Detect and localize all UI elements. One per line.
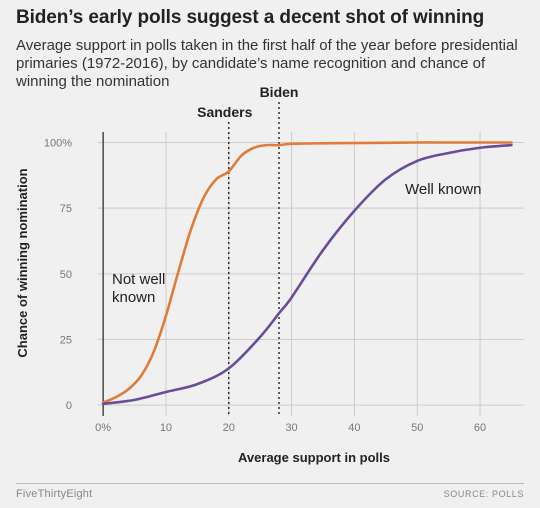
y-tick-label: 50 [60, 269, 72, 281]
y-tick-label: 75 [60, 203, 72, 215]
x-tick-label: 40 [348, 422, 360, 434]
y-tick-labels: 0 25 50 75 100% [44, 138, 72, 413]
chart-title: Biden’s early polls suggest a decent sho… [16, 7, 485, 28]
y-tick-label: 100% [44, 138, 72, 150]
footer-divider [16, 483, 524, 484]
series-label-well-known: Well known [405, 181, 481, 198]
x-tick-label: 10 [160, 422, 172, 434]
x-tick-labels: 0% 10 20 30 40 50 60 [95, 422, 486, 434]
reference-label: Sanders [197, 104, 252, 120]
series-label-not-well-known: Not well known [112, 271, 165, 306]
y-tick-label: 25 [60, 334, 72, 346]
series-lines [101, 141, 513, 406]
series-line [101, 141, 513, 404]
y-tick-label: 0 [66, 400, 72, 412]
chart-subtitle: Average support in polls taken in the fi… [16, 37, 518, 90]
x-tick-label: 30 [285, 422, 297, 434]
reference-lines: Sanders Biden [102, 84, 299, 416]
y-axis-label: Chance of winning nomination [15, 168, 30, 357]
x-axis-label: Average support in polls [238, 450, 390, 465]
x-tick-label: 50 [411, 422, 423, 434]
series-labels: Not well known Well known [112, 181, 481, 306]
series-line [101, 143, 513, 406]
x-tick-label: 20 [223, 422, 235, 434]
x-tick-label: 60 [474, 422, 486, 434]
x-tick-label: 0% [95, 422, 111, 434]
reference-label: Biden [260, 84, 299, 100]
footer-brand: FiveThirtyEight [16, 488, 93, 500]
footer-source: SOURCE: POLLS [443, 489, 524, 499]
